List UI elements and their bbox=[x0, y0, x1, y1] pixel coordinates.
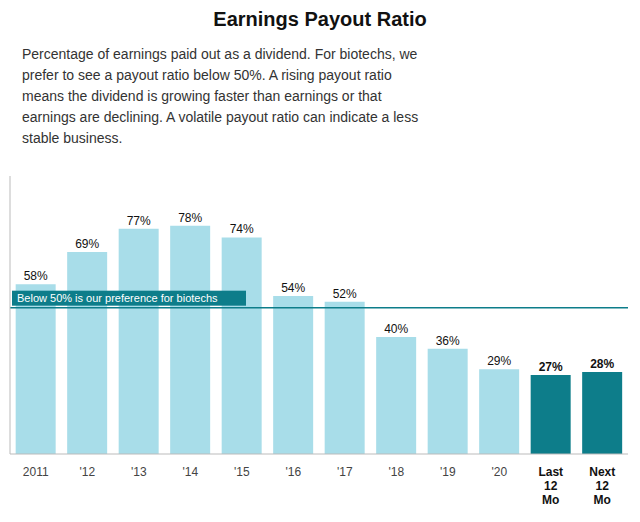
html-text:Earnings Payout Ratio: Earnings Payout Ratio bbox=[213, 8, 427, 30]
svg-text:2011: 2011 bbox=[23, 465, 49, 479]
svg-text:58%: 58% bbox=[24, 269, 48, 283]
svg-text:'14: '14 bbox=[182, 465, 198, 479]
html-text:Percentage of earnings paid ou: Percentage of earnings paid out as a div… bbox=[22, 46, 419, 146]
svg-text:54%: 54% bbox=[281, 281, 305, 295]
svg-text:78%: 78% bbox=[178, 211, 202, 225]
svg-text:'20: '20 bbox=[491, 465, 507, 479]
svg-text:28%: 28% bbox=[590, 357, 614, 371]
svg-text:36%: 36% bbox=[436, 334, 460, 348]
svg-text:Next12Mo: Next12Mo bbox=[589, 465, 615, 507]
svg-text:27%: 27% bbox=[539, 360, 563, 374]
svg-text:77%: 77% bbox=[127, 214, 151, 228]
svg-text:'13: '13 bbox=[131, 465, 147, 479]
svg-text:'12: '12 bbox=[79, 465, 95, 479]
svg-text:Last12Mo: Last12Mo bbox=[538, 465, 563, 507]
svg-text:69%: 69% bbox=[75, 237, 99, 251]
svg-text:74%: 74% bbox=[230, 222, 254, 236]
svg-text:29%: 29% bbox=[487, 354, 511, 368]
svg-text:'18: '18 bbox=[388, 465, 404, 479]
svg-text:40%: 40% bbox=[384, 322, 408, 336]
svg-text:52%: 52% bbox=[333, 287, 357, 301]
svg-text:'16: '16 bbox=[285, 465, 301, 479]
svg-text:'19: '19 bbox=[440, 465, 456, 479]
svg-text:'15: '15 bbox=[234, 465, 250, 479]
svg-text:'17: '17 bbox=[337, 465, 353, 479]
svg-text:Below 50% is our preference fo: Below 50% is our preference for biotechs bbox=[17, 292, 218, 304]
